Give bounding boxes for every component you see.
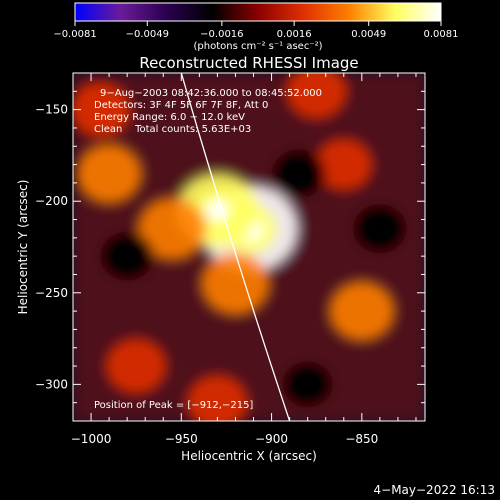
chart-title: Reconstructed RHESSI Image (139, 54, 358, 72)
heatmap-source (353, 204, 407, 254)
plot-frame (72, 72, 426, 422)
heatmap-source (76, 144, 142, 203)
heatmap-source (138, 197, 207, 260)
annotation-detectors: Detectors: 3F 4F 5F 6F 7F 8F, Att 0 (94, 100, 268, 111)
colorbar-ticks: −0.0081 −0.0049 −0.0016 0.0016 0.0049 0.0081 (53, 21, 459, 40)
x-tick-label: −1000 (71, 432, 112, 446)
colorbar-tick-label: −0.0016 (200, 29, 243, 40)
annotation-clean: Clean Total counts: 5.63E+03 (94, 124, 251, 135)
heatmap-source (105, 338, 167, 394)
x-axis-ticks: −1000 −950 −900 −850 (71, 73, 417, 446)
colorbar-tick-label: 0.0016 (277, 29, 312, 40)
colorbar-tick-label: −0.0049 (126, 29, 169, 40)
heatmap-source (286, 73, 348, 119)
heatmap-source (187, 375, 248, 421)
heatmap-source (201, 252, 270, 315)
heatmap-source-peak (206, 199, 229, 221)
heatmap-source (282, 361, 333, 408)
colorbar-tick-label: 0.0081 (424, 29, 459, 40)
peak-position-label: Position of Peak = [−912,−215] (94, 400, 253, 411)
colorbar-tick-label: 0.0049 (351, 29, 386, 40)
colorbar-tick-label: −0.0081 (53, 29, 96, 40)
x-tick-label: −850 (345, 432, 378, 446)
heatmap-source (73, 82, 131, 138)
x-tick-label: −900 (255, 432, 288, 446)
annotation-time: 9−Aug−2003 08:42:36.000 to 08:45:52.000 (100, 88, 322, 99)
heatmap-source (315, 138, 373, 191)
annotation-energy: Energy Range: 6.0 − 12.0 keV (94, 112, 245, 123)
colorbar (74, 2, 442, 22)
x-tick-label: −950 (165, 432, 198, 446)
y-axis-ticks: −150 −200 −250 −300 (35, 90, 425, 404)
heatmap-source (271, 149, 326, 199)
colorbar-unit-label: (photons cm⁻² s⁻¹ asec⁻²) (193, 41, 322, 52)
heatmap-image (73, 73, 425, 421)
x-axis-label: Heliocentric X (arcsec) (181, 449, 317, 463)
heatmap-source (329, 281, 394, 341)
y-axis-label: Heliocentric Y (arcsec) (16, 180, 30, 315)
annotation-block: 9−Aug−2003 08:42:36.000 to 08:45:52.000 … (94, 88, 322, 135)
y-tick-label: −250 (35, 286, 68, 300)
solar-limb-curve (180, 73, 291, 421)
y-tick-label: −200 (35, 194, 68, 208)
heatmap-source (100, 231, 155, 281)
y-tick-label: −300 (35, 377, 68, 391)
y-tick-label: −150 (35, 103, 68, 117)
footer-date: 4−May−2022 16:13 (374, 483, 496, 497)
